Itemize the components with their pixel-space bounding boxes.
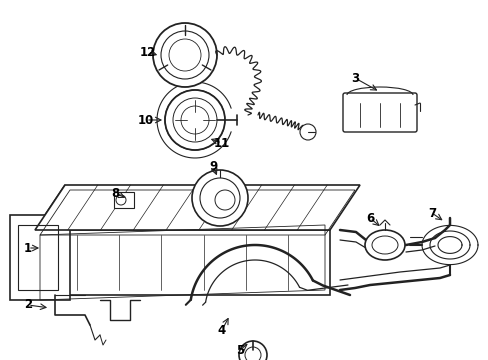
Ellipse shape xyxy=(371,236,397,254)
FancyBboxPatch shape xyxy=(342,93,416,132)
Text: 3: 3 xyxy=(350,72,358,85)
Ellipse shape xyxy=(364,230,404,260)
FancyBboxPatch shape xyxy=(114,192,134,208)
Circle shape xyxy=(173,98,217,142)
Text: 8: 8 xyxy=(111,186,119,199)
Text: 12: 12 xyxy=(140,45,156,59)
Text: 1: 1 xyxy=(24,242,32,255)
Circle shape xyxy=(181,106,208,134)
Text: 6: 6 xyxy=(365,212,373,225)
Circle shape xyxy=(161,31,208,79)
Circle shape xyxy=(169,39,201,71)
Circle shape xyxy=(153,23,217,87)
Circle shape xyxy=(116,195,126,205)
Polygon shape xyxy=(35,185,359,230)
Text: 2: 2 xyxy=(24,298,32,311)
Polygon shape xyxy=(35,185,65,295)
Text: 5: 5 xyxy=(235,343,244,356)
Circle shape xyxy=(164,90,224,150)
Text: 9: 9 xyxy=(208,159,217,172)
Circle shape xyxy=(299,124,315,140)
Polygon shape xyxy=(35,230,329,295)
Text: 4: 4 xyxy=(218,324,225,337)
Circle shape xyxy=(200,178,240,218)
Text: 7: 7 xyxy=(427,207,435,220)
Polygon shape xyxy=(10,215,70,300)
Circle shape xyxy=(192,170,247,226)
Text: 10: 10 xyxy=(138,113,154,126)
Text: 11: 11 xyxy=(213,136,230,149)
Circle shape xyxy=(215,190,235,210)
Circle shape xyxy=(244,347,261,360)
Circle shape xyxy=(239,341,266,360)
